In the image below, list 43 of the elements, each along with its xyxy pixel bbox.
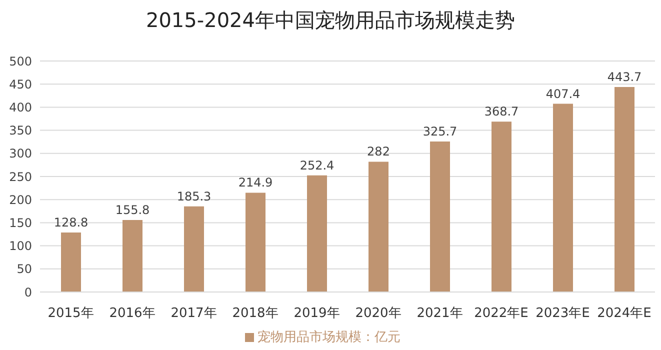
bar: [184, 206, 204, 292]
chart-title: 2015-2024年中国宠物用品市场规模走势: [144, 7, 516, 34]
data-label: 407.4: [546, 86, 580, 101]
legend-label: 宠物用品市场规模：亿元: [258, 330, 400, 345]
x-tick-label: 2020年: [355, 306, 402, 322]
y-tick-label: 150: [9, 216, 32, 230]
data-label: 443.7: [607, 70, 642, 84]
y-tick-label: 350: [9, 124, 32, 138]
x-tick-label: 2015年: [48, 306, 94, 322]
x-tick-label: 2022年E: [474, 306, 528, 322]
data-label: 155.8: [115, 203, 150, 218]
x-tick-label: 2024年E: [597, 306, 652, 322]
bar: [492, 122, 512, 292]
y-tick-label: 300: [9, 146, 32, 161]
x-tick-label: 2018年: [232, 306, 278, 322]
y-tick-label: 250: [9, 170, 32, 184]
bar: [430, 142, 450, 292]
x-tick-label: 2021年: [416, 306, 463, 322]
data-label: 185.3: [176, 189, 212, 204]
y-tick-label: 450: [9, 77, 32, 92]
data-label: 282: [367, 144, 390, 159]
data-label: 128.8: [54, 215, 88, 230]
y-tick-label: 0: [24, 285, 32, 300]
bar: [553, 104, 573, 292]
y-tick-label: 200: [9, 192, 32, 207]
y-tick-label: 400: [9, 100, 32, 114]
y-tick-label: 500: [9, 54, 32, 68]
bar: [368, 162, 388, 292]
bar: [307, 175, 327, 292]
data-label: 252.4: [300, 158, 334, 172]
x-tick-label: 2019年: [294, 306, 340, 322]
data-label: 325.7: [422, 124, 458, 139]
bar: [246, 192, 266, 292]
x-tick-label: 2017年: [170, 306, 217, 322]
x-tick-label: 2023年E: [536, 306, 590, 322]
bar: [122, 220, 142, 292]
data-label: 214.9: [238, 176, 273, 190]
bar: [614, 87, 634, 292]
data-label: 368.7: [484, 104, 519, 119]
bar: [61, 232, 81, 292]
y-tick-label: 100: [9, 239, 32, 254]
y-tick-label: 50: [16, 262, 32, 276]
x-tick-label: 2016年: [109, 306, 156, 322]
